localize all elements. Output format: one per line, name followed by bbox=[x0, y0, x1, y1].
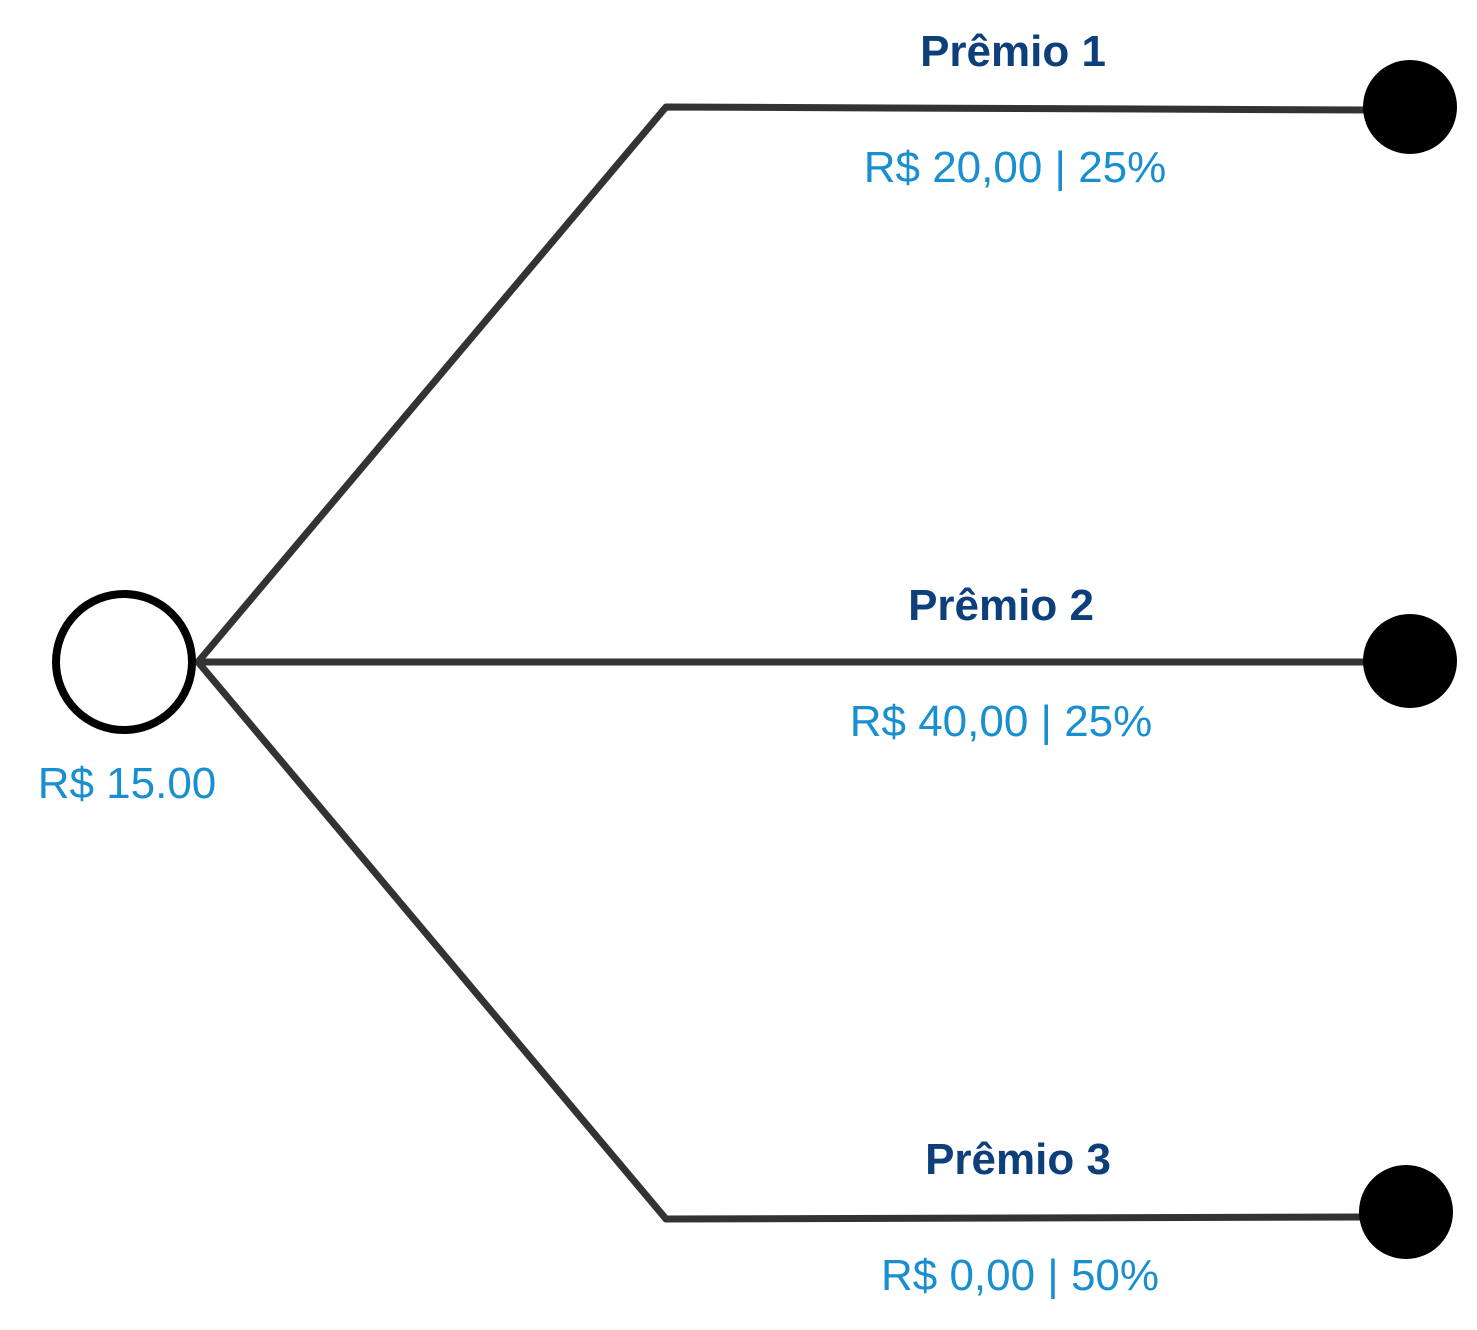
prize-value-label-2: R$ 40,00 | 25% bbox=[850, 697, 1153, 746]
prize-title-2: Prêmio 2 bbox=[908, 581, 1094, 630]
prize-value-label-3: R$ 0,00 | 50% bbox=[881, 1251, 1159, 1300]
terminal-node-3 bbox=[1359, 1165, 1453, 1259]
prize-title-3: Prêmio 3 bbox=[925, 1135, 1111, 1184]
terminal-node-2 bbox=[1363, 614, 1457, 708]
root-chance-node bbox=[52, 590, 196, 734]
root-value-label: R$ 15.00 bbox=[38, 759, 217, 808]
prize-title-1: Prêmio 1 bbox=[920, 27, 1106, 76]
branch-line-1 bbox=[194, 103, 1372, 666]
prize-value-label-1: R$ 20,00 | 25% bbox=[864, 143, 1167, 192]
branch-line-3 bbox=[194, 658, 1367, 1223]
terminal-node-1 bbox=[1363, 60, 1457, 154]
